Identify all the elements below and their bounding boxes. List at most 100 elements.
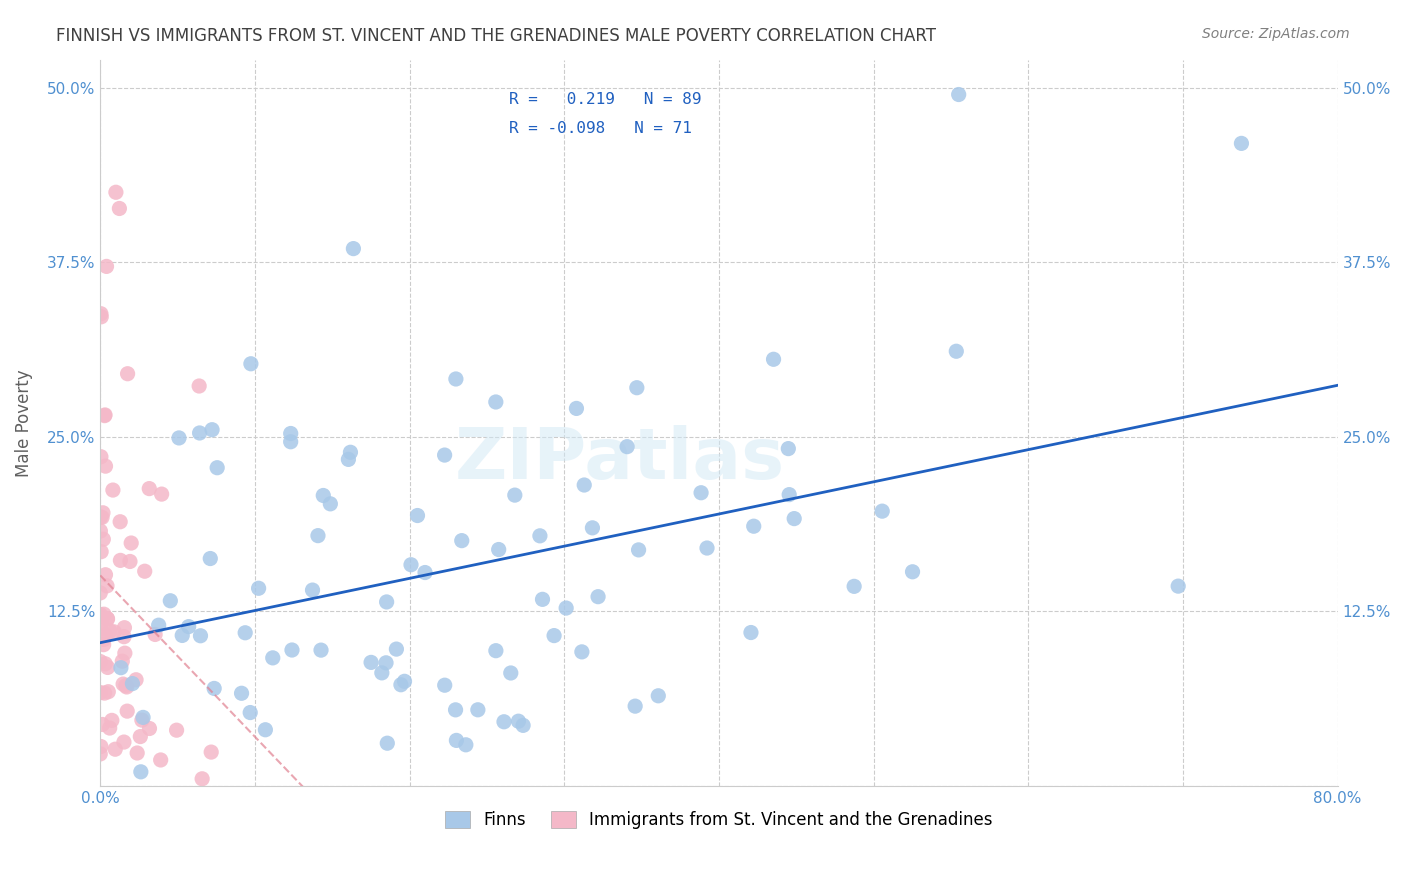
Point	[94, 657, 117, 671]
Point	[93, 607, 115, 622]
Point	[571, 645, 593, 659]
Point	[94, 567, 117, 582]
Point	[112, 735, 135, 749]
Point	[177, 619, 200, 633]
Point	[108, 515, 131, 529]
Point	[301, 583, 323, 598]
Point	[90, 739, 112, 754]
Point	[444, 372, 467, 386]
Text: Source: ZipAtlas.com: Source: ZipAtlas.com	[1202, 27, 1350, 41]
Point	[89, 607, 111, 622]
Point	[312, 488, 335, 502]
Point	[114, 646, 136, 660]
Point	[844, 579, 866, 593]
Point	[231, 686, 253, 700]
Point	[202, 681, 225, 696]
Point	[115, 680, 138, 694]
Point	[98, 624, 121, 638]
Point	[647, 689, 669, 703]
Point	[101, 714, 124, 728]
Point	[339, 445, 361, 459]
Y-axis label: Male Poverty: Male Poverty	[15, 369, 32, 476]
Text: FINNISH VS IMMIGRANTS FROM ST. VINCENT AND THE GRENADINES MALE POVERTY CORRELATI: FINNISH VS IMMIGRANTS FROM ST. VINCENT A…	[56, 27, 936, 45]
Point	[239, 357, 262, 371]
Point	[307, 528, 329, 542]
Point	[233, 625, 256, 640]
Point	[90, 544, 112, 558]
Point	[450, 533, 472, 548]
Point	[138, 482, 160, 496]
Point	[200, 745, 222, 759]
Point	[281, 643, 304, 657]
Point	[444, 703, 467, 717]
Point	[166, 723, 188, 738]
Point	[110, 553, 132, 567]
Point	[149, 753, 172, 767]
Point	[138, 722, 160, 736]
Point	[778, 488, 800, 502]
Point	[104, 742, 127, 756]
Point	[309, 643, 332, 657]
Point	[371, 665, 394, 680]
Point	[778, 442, 800, 456]
Point	[90, 310, 112, 324]
Point	[134, 564, 156, 578]
Point	[94, 408, 117, 422]
Point	[89, 510, 111, 524]
Point	[94, 628, 117, 642]
Point	[581, 521, 603, 535]
Point	[205, 460, 228, 475]
Point	[190, 629, 212, 643]
Point	[319, 497, 342, 511]
Point	[337, 452, 360, 467]
Point	[93, 638, 115, 652]
Point	[114, 621, 136, 635]
Text: R =   0.219   N = 89: R = 0.219 N = 89	[509, 92, 702, 107]
Point	[399, 558, 422, 572]
Point	[96, 579, 118, 593]
Point	[385, 642, 408, 657]
Point	[121, 676, 143, 690]
Point	[945, 344, 967, 359]
Point	[89, 685, 111, 699]
Point	[125, 673, 148, 687]
Point	[89, 524, 111, 538]
Point	[93, 409, 115, 423]
Point	[159, 593, 181, 607]
Point	[360, 656, 382, 670]
Point	[555, 601, 578, 615]
Point	[239, 706, 262, 720]
Point	[129, 730, 152, 744]
Point	[89, 655, 111, 669]
Point	[114, 679, 136, 693]
Point	[1167, 579, 1189, 593]
Point	[492, 714, 515, 729]
Point	[247, 581, 270, 595]
Point	[150, 487, 173, 501]
Point	[762, 352, 785, 367]
Point	[1230, 136, 1253, 151]
Point	[262, 651, 284, 665]
Point	[90, 616, 112, 631]
Point	[627, 542, 650, 557]
Point	[132, 710, 155, 724]
Point	[127, 746, 149, 760]
Point	[529, 529, 551, 543]
Point	[91, 533, 114, 547]
Point	[97, 660, 120, 674]
Point	[499, 665, 522, 680]
Point	[512, 718, 534, 732]
Point	[93, 686, 115, 700]
Point	[201, 423, 224, 437]
Point	[375, 595, 398, 609]
Point	[624, 699, 647, 714]
Point	[111, 654, 134, 668]
Point	[91, 510, 114, 524]
Point	[91, 717, 114, 731]
Point	[485, 395, 508, 409]
Point	[254, 723, 277, 737]
Point	[406, 508, 429, 523]
Text: ZIPatlas: ZIPatlas	[456, 425, 785, 493]
Point	[433, 678, 456, 692]
Point	[91, 506, 114, 520]
